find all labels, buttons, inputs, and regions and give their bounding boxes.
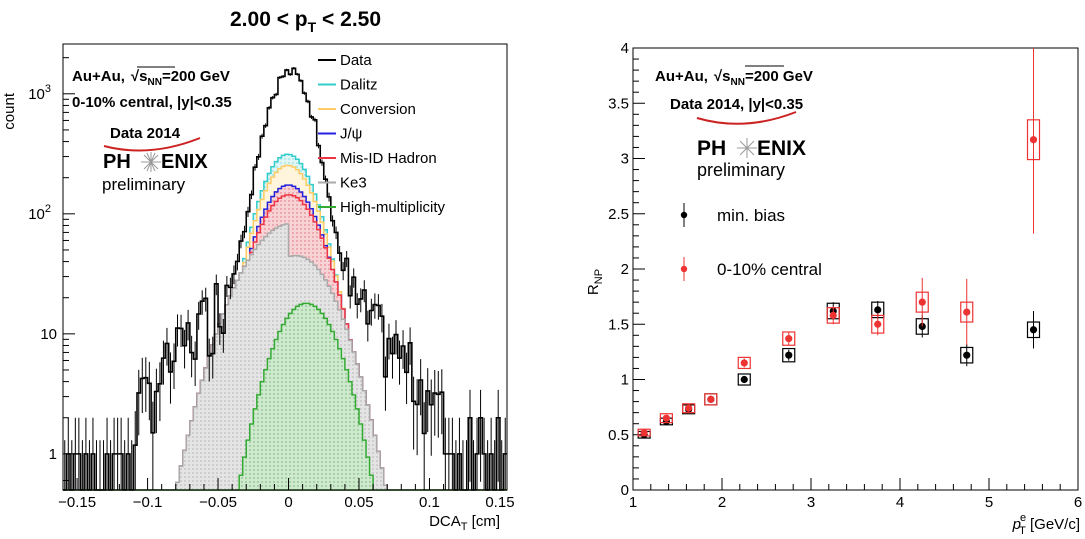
min-bias-point [740, 375, 748, 384]
legend-label-3: J/ψ [340, 126, 362, 143]
right-x-tick-label: 1 [629, 494, 637, 511]
central-point [685, 404, 693, 412]
legend-label-4: Mis-ID Hadron [340, 150, 437, 167]
right-axis-ticks: 1 2 3 4 5 6 0 0.5 1 1.5 2 2.5 3 3.5 4 [608, 40, 1082, 511]
legend-marker-1 [680, 265, 688, 273]
logo-preliminary-right: preliminary [697, 160, 785, 180]
logo-text-right-right: ENIX [757, 137, 806, 160]
right-y-axis-label: RNP [585, 269, 605, 295]
left-annotation-block: Au+Au, √sNN=200 GeV 0-10% central, |y|<0.… [72, 66, 232, 194]
central-point [662, 414, 670, 422]
phenix-logo-right: PH ENIX preliminary [696, 111, 806, 180]
left-x-tick-label: −0.15 [58, 494, 96, 511]
right-x-tick-label: 6 [1074, 494, 1082, 511]
left-legend: Data Dalitz Conversion J/ψ Mis-ID Hadron Ke3 H… [318, 52, 446, 216]
right-y-tick-label: 2.5 [608, 206, 629, 223]
left-data-year: Data 2014 [110, 125, 181, 142]
left-x-tick-label: 0.1 [419, 494, 440, 511]
sys-error-box [682, 403, 696, 414]
right-y-tick-label: 4 [621, 40, 629, 57]
min-bias-point [1029, 326, 1038, 334]
logo-arc-right [696, 111, 797, 125]
right-y-tick-label: 3 [621, 151, 629, 168]
right-x-tick-label: 4 [896, 494, 904, 511]
right-legend: min. bias 0-10% central [680, 203, 822, 281]
left-x-tick-label: 0.15 [485, 494, 514, 511]
legend-label-2: Conversion [340, 101, 416, 118]
left-y-tick-label: 10 [40, 326, 57, 343]
legend-label-0: Data [340, 52, 372, 69]
sys-error-box [704, 393, 718, 406]
right-y-tick-label: 2 [621, 261, 629, 278]
legend-label-right-0: min. bias [717, 206, 785, 225]
sys-error-box [737, 356, 751, 370]
right-collision-label: Au+Au, √sNN=200 GeV [655, 68, 813, 88]
central-point [963, 308, 971, 316]
logo-arc [103, 137, 201, 152]
legend-label-right-1: 0-10% central [717, 260, 822, 279]
legend-label-5: Ke3 [340, 175, 367, 192]
legend-label-1: Dalitz [340, 77, 378, 94]
left-y-axis-label: count [1, 92, 18, 130]
central-point [829, 311, 837, 320]
right-y-tick-label: 0.5 [608, 427, 629, 444]
left-x-tick-label: 0.05 [344, 494, 373, 511]
left-axis-ticks: −0.15 −0.1 −0.05 0 0.05 0.1 0.15 1 10 102 103 [28, 57, 515, 511]
central-point [707, 395, 715, 403]
left-x-tick-label: 0 [284, 494, 292, 511]
left-y-tick-label: 1 [49, 446, 57, 463]
right-x-tick-label: 2 [718, 494, 726, 511]
legend-label-6: High-multiplicity [340, 199, 446, 216]
right-x-axis-label: pe T [GeV/c] [1012, 512, 1080, 537]
rnp-data-points [637, 48, 1041, 439]
right-y-tick-label: 3.5 [608, 95, 629, 112]
right-x-tick-label: 3 [807, 494, 815, 511]
phenix-logo: PH ENIX preliminary [102, 137, 208, 194]
dca-histogram-panel: −0.15 −0.1 −0.05 0 0.05 0.1 0.15 1 10 102 103 coun… [1, 43, 515, 533]
right-x-tick-label: 5 [985, 494, 993, 511]
min-bias-point [963, 351, 971, 359]
sys-error-box [782, 347, 796, 363]
logo-star-icon [141, 152, 161, 172]
right-data-label: Data 2014, |y|<0.35 [670, 96, 803, 113]
logo-text-left-right: PH [697, 137, 726, 160]
right-annotation-block: Au+Au, √sNN=200 GeV Data 2014, |y|<0.35 P… [655, 65, 813, 180]
left-plot-frame [62, 43, 508, 491]
central-point [785, 335, 793, 343]
logo-text-right: ENIX [161, 151, 208, 173]
left-x-axis-label: DCAT [cm] [429, 513, 500, 533]
left-y-tick-label: 103 [28, 83, 51, 103]
central-point [740, 359, 748, 367]
figure-title: 2.00 < pT < 2.50 [230, 8, 381, 35]
legend-marker-0 [680, 211, 688, 219]
sys-error-box [737, 373, 751, 386]
left-centrality-label: 0-10% central, |y|<0.35 [72, 94, 232, 111]
central-point [640, 428, 648, 437]
left-x-tick-label: −0.1 [133, 494, 163, 511]
central-point [918, 298, 926, 306]
logo-preliminary: preliminary [102, 175, 186, 194]
left-y-tick-label: 102 [28, 203, 51, 223]
right-y-tick-label: 1.5 [608, 316, 629, 333]
left-collision-label: Au+Au, √sNN=200 GeV [72, 68, 230, 88]
sys-error-box [659, 413, 673, 424]
rnp-panel: 1 2 3 4 5 600.511.522.533.54 RNP pe T [GeV/c] … [585, 40, 1082, 537]
logo-star-icon-right [737, 138, 757, 158]
central-point [1029, 136, 1038, 144]
min-bias-point [785, 351, 793, 359]
central-point [874, 320, 882, 328]
left-x-tick-label: −0.05 [199, 494, 237, 511]
logo-text-left: PH [103, 151, 131, 173]
right-plot-frame [632, 47, 1079, 491]
min-bias-point [874, 306, 882, 314]
right-y-tick-label: 1 [621, 372, 629, 389]
right-y-tick-label: 0 [621, 482, 629, 499]
